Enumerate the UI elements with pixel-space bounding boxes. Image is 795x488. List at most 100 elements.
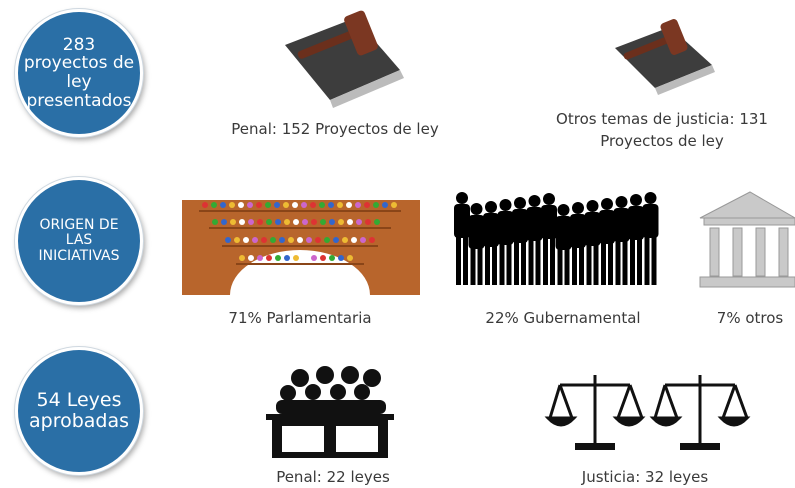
summary-circle: ORIGEN DE LAS INICIATIVAS [15, 177, 143, 305]
decoration [512, 209, 528, 243]
decoration [500, 243, 505, 285]
decoration [297, 237, 303, 243]
decoration [342, 237, 348, 243]
decoration [329, 219, 335, 225]
decoration [293, 219, 299, 225]
decoration [471, 203, 483, 215]
decoration [601, 242, 606, 285]
decoration [212, 219, 218, 225]
decoration [514, 197, 526, 209]
caption: Penal: 152 Proyectos de ley [231, 118, 438, 140]
caption-line: 71% Parlamentaria [228, 307, 371, 329]
decoration [252, 237, 258, 243]
decoration [279, 237, 285, 243]
decoration [293, 255, 299, 261]
decoration [579, 246, 584, 285]
decoration [456, 192, 468, 204]
caption: 22% Gubernamental [485, 307, 640, 329]
circle-text: presentados [26, 92, 131, 111]
crowd-icon [454, 192, 659, 285]
gavel-icon [615, 18, 715, 95]
scales-icon [548, 375, 747, 450]
decoration [301, 202, 307, 208]
decoration [630, 194, 642, 206]
decoration [529, 195, 541, 207]
decoration [257, 255, 263, 261]
decoration [275, 255, 281, 261]
caption-line: Justicia: 32 leyes [582, 466, 708, 488]
decoration [543, 193, 555, 205]
decoration [514, 241, 519, 285]
caption-line: Penal: 152 Proyectos de ley [231, 118, 438, 140]
decoration [247, 202, 253, 208]
decoration [365, 219, 371, 225]
decoration [485, 201, 497, 213]
decoration [284, 255, 290, 261]
caption-line: Otros temas de justicia: 131 [556, 108, 768, 130]
decoration [234, 237, 240, 243]
caption-line: Proyectos de ley [556, 130, 768, 152]
decoration [527, 207, 543, 241]
decoration [257, 219, 263, 225]
decoration [637, 238, 642, 285]
decoration [543, 237, 548, 285]
circle-text: 283 [63, 36, 95, 55]
decoration [261, 237, 267, 243]
decoration [630, 238, 635, 285]
decoration [507, 243, 512, 285]
decoration [645, 236, 650, 285]
decoration [556, 216, 572, 250]
decoration [454, 204, 470, 238]
decoration [338, 255, 344, 261]
caption-line: 22% Gubernamental [485, 307, 640, 329]
decoration [529, 239, 534, 285]
decoration [220, 202, 226, 208]
decoration [608, 242, 613, 285]
decoration [338, 219, 344, 225]
decoration [302, 219, 308, 225]
decoration [238, 202, 244, 208]
decoration [265, 202, 271, 208]
decoration [614, 208, 630, 242]
decoration [628, 206, 644, 240]
decoration [485, 245, 490, 285]
decoration [456, 236, 461, 285]
decoration [471, 247, 476, 285]
decoration [319, 202, 325, 208]
decoration [536, 239, 541, 285]
decoration [310, 202, 316, 208]
decoration [347, 219, 353, 225]
decoration [645, 192, 657, 204]
decoration [333, 237, 339, 243]
decoration [315, 237, 321, 243]
parliament-icon [182, 200, 420, 295]
decoration [225, 237, 231, 243]
decoration [288, 237, 294, 243]
decoration [599, 210, 615, 244]
circle-text: ORIGEN DE [39, 218, 118, 233]
caption-line: Penal: 22 leyes [276, 466, 390, 488]
decoration [229, 202, 235, 208]
decoration [328, 202, 334, 208]
decoration [283, 202, 289, 208]
decoration [373, 202, 379, 208]
decoration [266, 219, 272, 225]
decoration [541, 205, 557, 239]
decoration [311, 255, 317, 261]
summary-circle: 283 proyectos de ley presentados [15, 9, 143, 137]
decoration [616, 240, 621, 285]
decoration [587, 200, 599, 212]
decoration [284, 219, 290, 225]
decoration [221, 219, 227, 225]
decoration [324, 237, 330, 243]
decoration [478, 247, 483, 285]
decoration [483, 213, 499, 247]
decoration [239, 255, 245, 261]
decoration [356, 219, 362, 225]
decoration [374, 219, 380, 225]
caption: Justicia: 32 leyes [582, 466, 708, 488]
decoration [248, 219, 254, 225]
decoration [570, 214, 586, 248]
decoration [230, 219, 236, 225]
summary-circle: 54 Leyes aprobadas [15, 347, 143, 475]
